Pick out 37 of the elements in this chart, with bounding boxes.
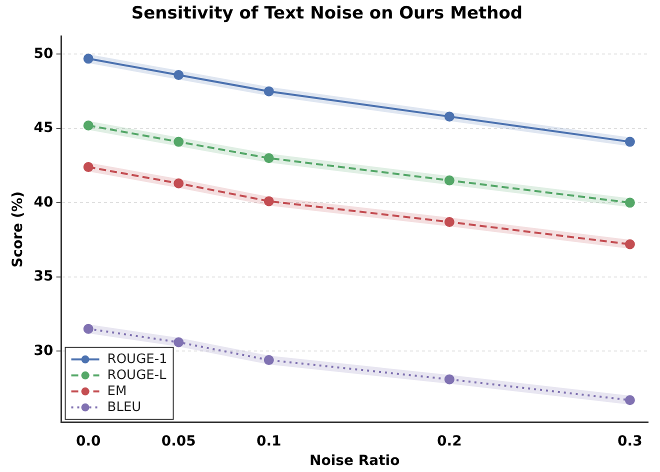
chart-title: Sensitivity of Text Noise on Ours Method bbox=[131, 4, 523, 24]
point bbox=[624, 239, 635, 250]
y-axis-title: Score (%) bbox=[10, 191, 26, 268]
x-tick-label: 0.3 bbox=[618, 433, 642, 450]
point bbox=[264, 153, 274, 164]
point bbox=[174, 337, 184, 348]
x-tick-label: 0.05 bbox=[161, 433, 196, 450]
y-tick-label: 45 bbox=[34, 120, 54, 136]
point bbox=[83, 54, 94, 64]
point bbox=[83, 324, 94, 334]
point bbox=[624, 198, 635, 208]
point bbox=[83, 162, 94, 172]
point bbox=[174, 178, 184, 188]
legend-label: BLEU bbox=[107, 400, 142, 415]
x-tick-label: 0.1 bbox=[256, 433, 282, 450]
x-axis-title: Noise Ratio bbox=[310, 453, 400, 470]
x-tick-label: 0.2 bbox=[437, 433, 462, 450]
x-tick-label: 0.0 bbox=[76, 433, 102, 450]
point bbox=[444, 374, 454, 384]
point bbox=[174, 136, 184, 147]
point bbox=[174, 70, 184, 80]
y-tick-label: 40 bbox=[34, 194, 54, 210]
y-tick-label: 30 bbox=[34, 342, 54, 359]
legend-label: EM bbox=[107, 384, 127, 399]
point bbox=[444, 175, 454, 186]
point bbox=[624, 395, 635, 406]
y-tick-label: 50 bbox=[34, 46, 54, 62]
legend-label: ROUGE-1 bbox=[107, 352, 168, 367]
point bbox=[624, 136, 635, 147]
y-tick-label: 35 bbox=[34, 268, 54, 285]
point bbox=[444, 112, 454, 122]
point bbox=[264, 355, 274, 366]
legend-label: ROUGE-L bbox=[107, 368, 168, 383]
point bbox=[264, 86, 274, 96]
point bbox=[444, 216, 454, 227]
point bbox=[83, 120, 94, 130]
point bbox=[264, 196, 274, 206]
